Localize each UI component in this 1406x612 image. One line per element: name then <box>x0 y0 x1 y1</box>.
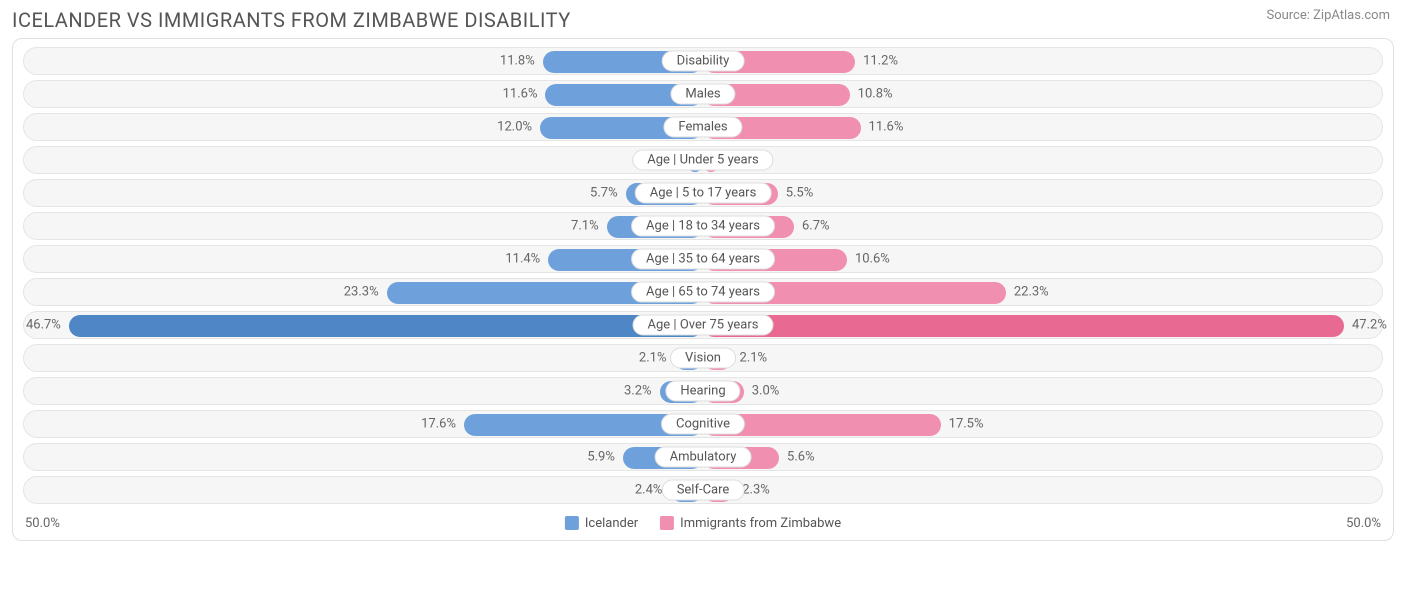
value-label-right: 22.3% <box>1014 285 1049 300</box>
chart-footer: 50.0% Icelander Immigrants from Zimbabwe… <box>23 512 1383 534</box>
value-label-right: 10.8% <box>858 87 893 102</box>
legend: Icelander Immigrants from Zimbabwe <box>565 516 841 531</box>
chart-row: 2.4% 2.3%Self-Care <box>23 476 1383 504</box>
category-pill: Females <box>663 117 742 138</box>
category-pill: Ambulatory <box>655 447 752 468</box>
axis-left-label: 50.0% <box>25 516 60 531</box>
value-label-right: 11.2% <box>863 54 898 69</box>
value-label-left: 11.4% <box>505 252 540 267</box>
chart-row: 46.7%47.2%Age | Over 75 years <box>23 311 1383 339</box>
value-label-right: 5.5% <box>786 186 814 201</box>
category-pill: Age | 35 to 64 years <box>631 249 775 270</box>
value-label-right: 2.1% <box>740 351 768 366</box>
value-label-right: 47.2% <box>1352 318 1387 333</box>
value-label-right: 6.7% <box>802 219 830 234</box>
value-label-left: 5.7% <box>590 186 618 201</box>
category-pill: Hearing <box>665 381 740 402</box>
category-pill: Age | 5 to 17 years <box>635 183 772 204</box>
chart-row: 5.9% 5.6% Ambulatory <box>23 443 1383 471</box>
legend-swatch-left <box>565 516 579 530</box>
category-pill: Age | Over 75 years <box>633 315 774 336</box>
value-label-left: 11.8% <box>500 54 535 69</box>
value-label-right: 5.6% <box>787 450 815 465</box>
value-label-right: 10.6% <box>855 252 890 267</box>
category-pill: Age | Under 5 years <box>632 150 773 171</box>
value-label-right: 17.5% <box>949 417 984 432</box>
chart-row: 11.6% 10.8% Males <box>23 80 1383 108</box>
bar-right <box>703 315 1344 337</box>
value-label-left: 3.2% <box>624 384 652 399</box>
value-label-left: 23.3% <box>344 285 379 300</box>
value-label-left: 2.4% <box>635 483 663 498</box>
category-pill: Age | 18 to 34 years <box>631 216 775 237</box>
category-pill: Vision <box>670 348 736 369</box>
value-label-left: 12.0% <box>497 120 532 135</box>
legend-label-left: Icelander <box>585 516 638 531</box>
axis-right-label: 50.0% <box>1346 516 1381 531</box>
category-pill: Age | 65 to 74 years <box>631 282 775 303</box>
value-label-right: 11.6% <box>869 120 904 135</box>
chart-row: 12.0% 11.6% Females <box>23 113 1383 141</box>
legend-item-right: Immigrants from Zimbabwe <box>660 516 841 531</box>
chart-row: 11.4% 10.6% Age | 35 to 64 years <box>23 245 1383 273</box>
value-label-right: 3.0% <box>752 384 780 399</box>
source-attribution: Source: ZipAtlas.com <box>1266 8 1390 23</box>
value-label-left: 2.1% <box>639 351 667 366</box>
value-label-right: 2.3% <box>742 483 770 498</box>
value-label-left: 11.6% <box>503 87 538 102</box>
chart-row: 17.6% 17.5% Cognitive <box>23 410 1383 438</box>
bar-left <box>69 315 703 337</box>
value-label-left: 46.7% <box>26 318 61 333</box>
category-pill: Disability <box>662 51 745 72</box>
value-label-left: 17.6% <box>421 417 456 432</box>
chart-title: ICELANDER VS IMMIGRANTS FROM ZIMBABWE DI… <box>12 8 571 32</box>
chart-rows: 11.8% 11.2% Disability 11.6% 10.8% Males 12.0%… <box>23 47 1383 504</box>
chart-row: 3.2% 3.0% Hearing <box>23 377 1383 405</box>
value-label-left: 5.9% <box>587 450 615 465</box>
value-label-left: 7.1% <box>571 219 599 234</box>
chart-row: 23.3% 22.3% Age | 65 to 74 years <box>23 278 1383 306</box>
category-pill: Self-Care <box>662 480 745 501</box>
chart-row: 7.1% 6.7% Age | 18 to 34 years <box>23 212 1383 240</box>
legend-swatch-right <box>660 516 674 530</box>
chart-row: 11.8% 11.2% Disability <box>23 47 1383 75</box>
legend-item-left: Icelander <box>565 516 638 531</box>
chart-row: 5.7% 5.5% Age | 5 to 17 years <box>23 179 1383 207</box>
chart-row: 1.2%1.2%Age | Under 5 years <box>23 146 1383 174</box>
category-pill: Males <box>670 84 735 105</box>
chart-row: 2.1%2.1%Vision <box>23 344 1383 372</box>
legend-label-right: Immigrants from Zimbabwe <box>680 516 841 531</box>
chart-container: 11.8% 11.2% Disability 11.6% 10.8% Males 12.0%… <box>12 38 1394 541</box>
category-pill: Cognitive <box>661 414 745 435</box>
header: ICELANDER VS IMMIGRANTS FROM ZIMBABWE DI… <box>0 0 1406 38</box>
